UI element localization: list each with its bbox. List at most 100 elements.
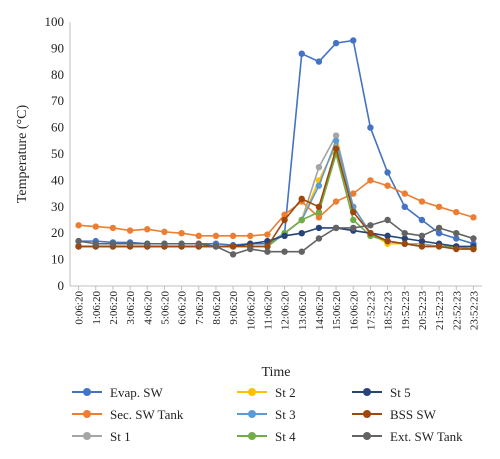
legend-swatch-marker (363, 388, 371, 396)
data-point-st-5 (418, 237, 426, 245)
data-point-sec-sw-tank (92, 223, 99, 230)
data-point-st-5 (298, 230, 305, 237)
x-tick-label: 10:06:20 (245, 291, 257, 331)
data-point-ext-sw-tank (229, 251, 237, 258)
data-point-sec-sw-tank (109, 224, 117, 232)
data-point-sec-sw-tank (435, 203, 443, 210)
data-point-ext-sw-tank (367, 222, 374, 229)
data-point-st-5 (315, 224, 323, 232)
y-tick-label: 60 (51, 120, 64, 135)
y-tick-label: 50 (51, 146, 64, 161)
legend-label: Ext. SW Tank (390, 429, 463, 444)
data-point-ext-sw-tank (92, 240, 99, 247)
x-tick-label: 14:06:20 (314, 291, 326, 331)
data-point-evap-sw (298, 50, 305, 57)
legend-item-st-4: St 4 (237, 429, 296, 444)
x-tick-label: 5:06:20 (159, 291, 171, 325)
data-point-ext-sw-tank (109, 240, 117, 247)
data-point-sec-sw-tank (384, 182, 391, 189)
x-tick-label: 1:06:20 (91, 291, 103, 325)
legend: Evap. SW Sec. SW Tank St 1 St 2 St 3 St 4 St 5… (72, 385, 463, 444)
data-point-bss-sw (229, 243, 237, 250)
x-tick-label: 15:06:20 (331, 291, 343, 331)
data-point-evap-sw (367, 124, 374, 131)
legend-item-bss-sw: BSS SW (352, 407, 437, 422)
x-tick-label: 18:52:23 (383, 291, 395, 331)
data-point-bss-sw (435, 243, 443, 250)
data-point-bss-sw (315, 203, 323, 210)
legend-swatch-marker (248, 410, 256, 418)
y-tick-label: 20 (51, 225, 64, 240)
data-point-ext-sw-tank (315, 235, 323, 242)
x-tick-label: 8:06:20 (211, 291, 223, 325)
data-point-sec-sw-tank (75, 222, 82, 229)
y-tick-label: 10 (51, 252, 64, 267)
legend-item-evap-sw: Evap. SW (72, 385, 163, 400)
legend-label: Evap. SW (110, 385, 163, 400)
legend-item-sec-sw-tank: Sec. SW Tank (72, 407, 184, 422)
data-point-ext-sw-tank (281, 248, 288, 255)
data-point-bss-sw (470, 245, 477, 253)
data-point-ext-sw-tank (435, 224, 443, 232)
series-group (75, 37, 477, 258)
series-sec-sw-tank (75, 177, 477, 240)
data-point-sec-sw-tank (264, 231, 271, 238)
data-point-bss-sw (350, 208, 357, 216)
data-point-st-5 (384, 232, 391, 240)
x-tick-label: 21:52:23 (434, 291, 446, 331)
data-point-evap-sw (435, 230, 443, 237)
legend-item-st-1: St 1 (72, 429, 131, 444)
x-tick-label: 11:06:20 (262, 291, 274, 330)
y-axis: 0 10 20 30 40 50 60 70 80 90 100 (45, 14, 65, 293)
data-point-sec-sw-tank (178, 230, 185, 237)
data-point-ext-sw-tank (418, 232, 426, 240)
x-tick-label: 4:06:20 (142, 291, 154, 325)
legend-swatch-marker (363, 432, 371, 440)
series-ext-sw-tank (75, 216, 477, 258)
data-point-ext-sw-tank (384, 216, 391, 224)
y-tick-label: 80 (51, 67, 64, 82)
legend-swatch-marker (83, 410, 91, 418)
data-point-sec-sw-tank (367, 177, 374, 184)
data-point-st-4 (298, 216, 305, 224)
data-point-sec-sw-tank (315, 214, 323, 221)
y-tick-label: 30 (51, 199, 64, 214)
data-point-ext-sw-tank (178, 240, 185, 247)
x-tick-label: 20:52:23 (417, 291, 429, 331)
data-point-st-4 (315, 208, 323, 216)
y-tick-label: 0 (58, 278, 65, 293)
data-point-sec-sw-tank (212, 232, 220, 240)
series-st-2 (75, 142, 477, 253)
data-point-evap-sw (350, 37, 357, 44)
data-point-ext-sw-tank (161, 240, 168, 247)
data-point-sec-sw-tank (350, 190, 357, 197)
data-point-ext-sw-tank (75, 237, 82, 245)
legend-label: St 1 (110, 429, 131, 444)
data-point-bss-sw (75, 243, 82, 250)
data-point-bss-sw (401, 240, 408, 247)
data-point-bss-sw (453, 245, 460, 253)
x-tick-label: 12:06:20 (280, 291, 292, 331)
x-tick-label: 13:06:20 (297, 291, 309, 331)
data-point-ext-sw-tank (470, 235, 477, 242)
data-point-sec-sw-tank (247, 232, 254, 240)
x-axis-title: Time (261, 365, 290, 380)
x-tick-label: 23:52:23 (468, 291, 480, 331)
y-tick-label: 70 (51, 93, 64, 108)
data-point-st-5 (401, 235, 408, 242)
data-point-st-5 (281, 232, 288, 240)
data-point-evap-sw (401, 203, 408, 210)
x-tick-label: 3:06:20 (125, 291, 137, 325)
legend-swatch-marker (363, 410, 371, 418)
data-point-bss-sw (418, 243, 426, 250)
data-point-ext-sw-tank (401, 230, 408, 237)
legend-label: Sec. SW Tank (110, 407, 184, 422)
data-point-sec-sw-tank (470, 214, 477, 221)
data-point-bss-sw (298, 195, 305, 203)
data-point-ext-sw-tank (212, 243, 220, 250)
data-point-ext-sw-tank (195, 240, 202, 247)
data-point-ext-sw-tank (350, 224, 357, 232)
plot-area (69, 22, 482, 287)
legend-label: St 4 (275, 429, 296, 444)
